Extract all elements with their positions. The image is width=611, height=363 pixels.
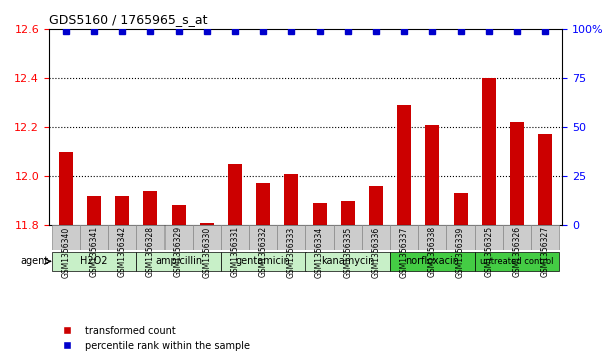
Bar (510, 122, 524, 225)
Bar (277, 225, 306, 250)
Bar (80, 225, 108, 250)
Bar (284, 174, 298, 225)
Text: GSM1356327: GSM1356327 (541, 227, 550, 277)
Bar (192, 225, 221, 250)
Text: GSM1356340: GSM1356340 (61, 227, 70, 278)
Bar (256, 183, 270, 225)
Bar (419, 225, 447, 250)
Bar (313, 203, 327, 225)
Bar (249, 225, 277, 250)
Text: GSM1356328: GSM1356328 (146, 227, 155, 277)
Bar (172, 205, 186, 225)
Bar (306, 252, 390, 271)
Bar (221, 225, 249, 250)
Bar (306, 225, 334, 250)
Text: GSM1356329: GSM1356329 (174, 227, 183, 277)
Bar (341, 200, 355, 225)
Bar (87, 196, 101, 225)
Bar (531, 225, 559, 250)
Bar (200, 223, 214, 225)
Bar (164, 225, 192, 250)
Bar (453, 193, 467, 225)
Bar (221, 252, 306, 271)
Text: GSM1356337: GSM1356337 (400, 227, 409, 278)
Bar (390, 252, 475, 271)
Legend: transformed count, percentile rank within the sample: transformed count, percentile rank withi… (54, 322, 254, 355)
Bar (362, 225, 390, 250)
Bar (144, 191, 158, 225)
Text: GSM1356338: GSM1356338 (428, 227, 437, 277)
Bar (503, 225, 531, 250)
Bar (52, 225, 80, 250)
Text: norfloxacin: norfloxacin (406, 256, 459, 266)
Bar (390, 225, 419, 250)
Text: GSM1356335: GSM1356335 (343, 227, 353, 278)
Bar (481, 78, 496, 225)
Text: H2O2: H2O2 (80, 256, 108, 266)
Bar (538, 134, 552, 225)
Text: GSM1356339: GSM1356339 (456, 227, 465, 278)
Bar (334, 225, 362, 250)
Bar (115, 196, 130, 225)
Text: GSM1356332: GSM1356332 (258, 227, 268, 277)
Bar (425, 125, 439, 225)
Text: untreated control: untreated control (480, 257, 554, 266)
Bar (136, 225, 164, 250)
Text: GDS5160 / 1765965_s_at: GDS5160 / 1765965_s_at (49, 13, 207, 26)
Bar (475, 252, 559, 271)
Text: GSM1356325: GSM1356325 (485, 227, 493, 277)
Text: GSM1356341: GSM1356341 (89, 227, 98, 277)
Bar (397, 105, 411, 225)
Text: GSM1356336: GSM1356336 (371, 227, 381, 278)
Text: kanamycin: kanamycin (321, 256, 375, 266)
Bar (59, 151, 73, 225)
Bar (52, 252, 136, 271)
Text: GSM1356334: GSM1356334 (315, 227, 324, 278)
Text: ampicillin: ampicillin (155, 256, 202, 266)
Text: agent: agent (20, 256, 48, 266)
Bar (108, 225, 136, 250)
Text: GSM1356342: GSM1356342 (118, 227, 126, 277)
Bar (136, 252, 221, 271)
Text: GSM1356331: GSM1356331 (230, 227, 240, 277)
Bar (447, 225, 475, 250)
Text: GSM1356330: GSM1356330 (202, 227, 211, 278)
Text: GSM1356333: GSM1356333 (287, 227, 296, 278)
Text: gentamicin: gentamicin (236, 256, 291, 266)
Bar (475, 225, 503, 250)
Text: GSM1356326: GSM1356326 (513, 227, 522, 277)
Bar (369, 186, 383, 225)
Bar (228, 164, 242, 225)
